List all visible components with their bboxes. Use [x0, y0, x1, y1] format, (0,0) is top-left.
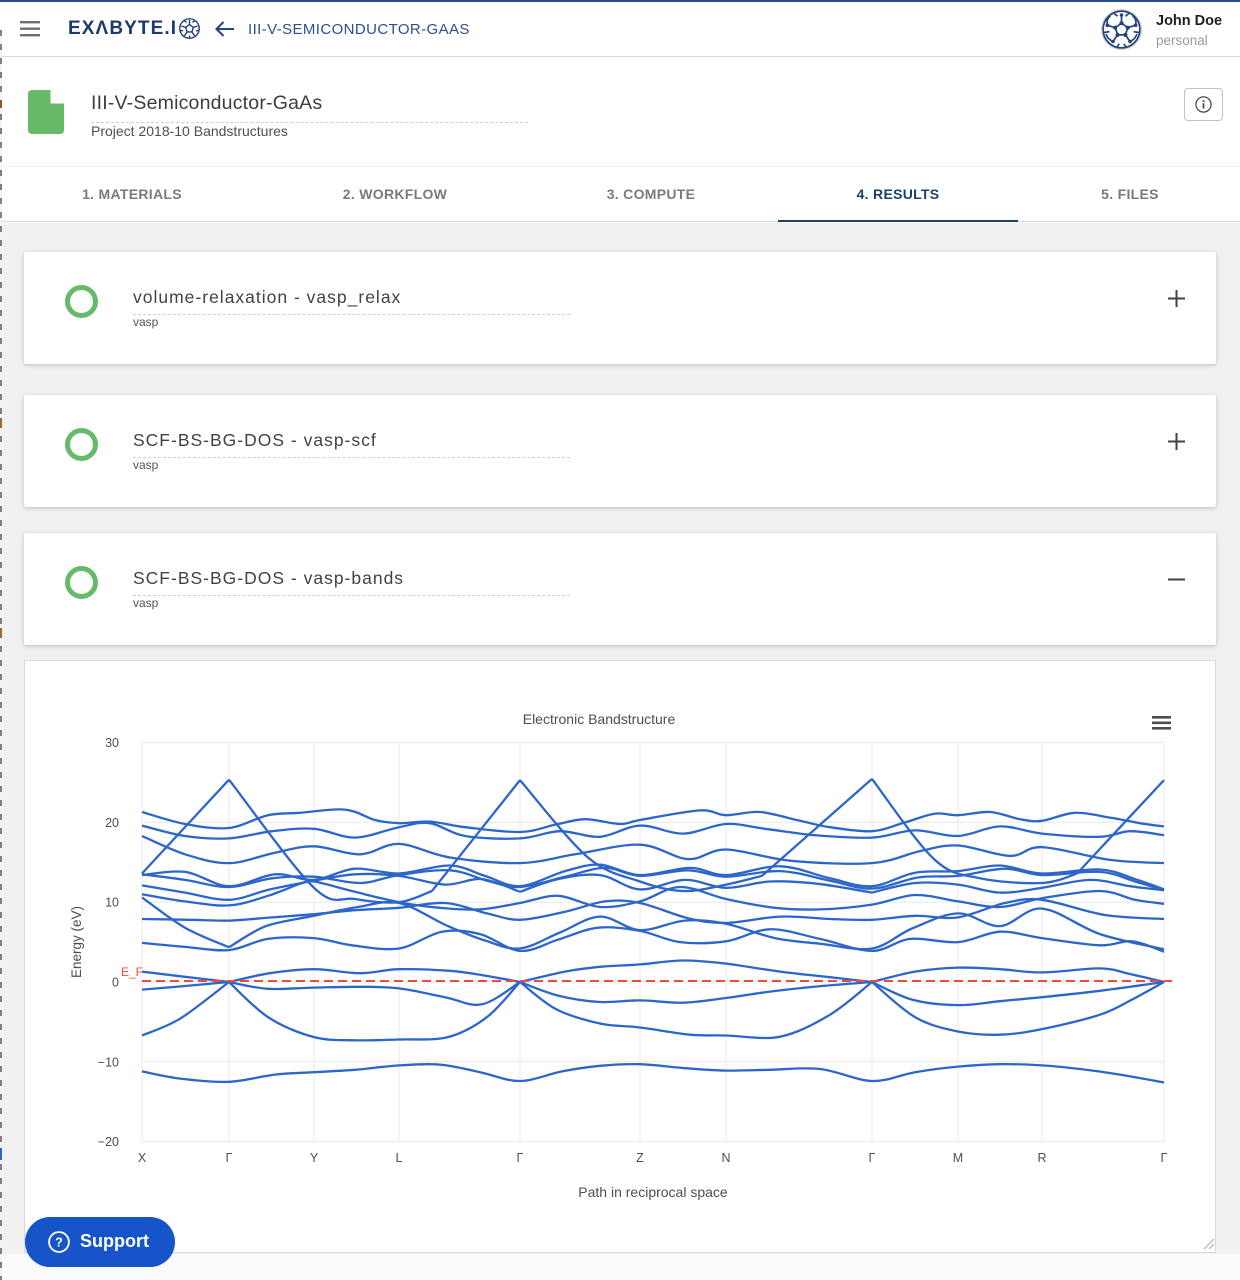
svg-text:N: N — [721, 1151, 730, 1165]
svg-text:Path in reciprocal space: Path in reciprocal space — [578, 1184, 728, 1200]
svg-text:L: L — [396, 1151, 403, 1165]
svg-text:Energy (eV): Energy (eV) — [69, 906, 84, 978]
svg-text:Electronic Bandstructure: Electronic Bandstructure — [523, 711, 676, 727]
svg-text:X: X — [138, 1151, 147, 1165]
svg-text:10: 10 — [105, 896, 119, 910]
svg-text:Γ: Γ — [869, 1151, 876, 1165]
svg-text:Z: Z — [636, 1151, 644, 1165]
svg-text:E_F: E_F — [121, 965, 143, 979]
svg-text:?: ? — [55, 1236, 63, 1250]
svg-text:20: 20 — [105, 816, 119, 830]
svg-text:M: M — [953, 1151, 963, 1165]
svg-text:Γ: Γ — [1161, 1151, 1168, 1165]
svg-text:Γ: Γ — [226, 1151, 233, 1165]
svg-text:−20: −20 — [98, 1135, 119, 1149]
svg-text:Y: Y — [310, 1151, 319, 1165]
svg-text:0: 0 — [112, 976, 119, 990]
svg-text:R: R — [1037, 1151, 1046, 1165]
svg-text:30: 30 — [105, 736, 119, 750]
svg-text:−10: −10 — [98, 1055, 119, 1069]
svg-text:Γ: Γ — [517, 1151, 524, 1165]
